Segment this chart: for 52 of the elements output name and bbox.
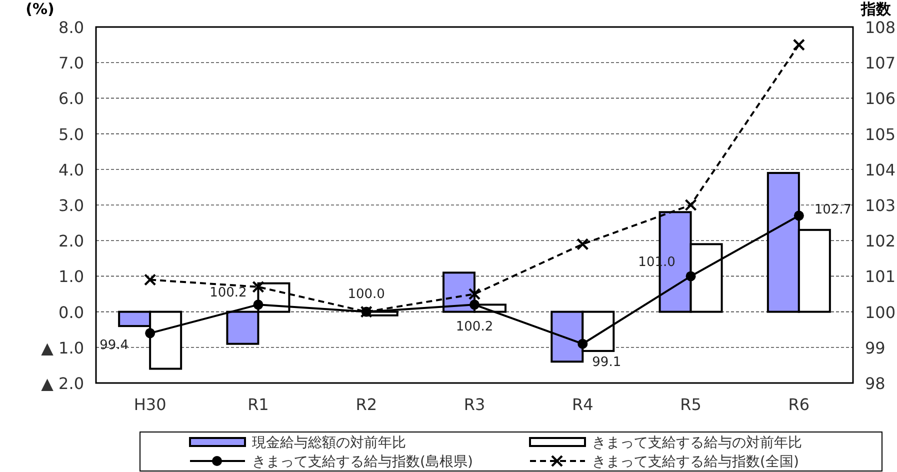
x-tick-label: R4 [572, 395, 594, 414]
y2-tick-label: 104 [865, 160, 896, 180]
data-label: 100.2 [456, 320, 494, 335]
x-tick-label: R5 [680, 395, 702, 414]
y-tick-label: ▲ 2.0 [41, 374, 84, 393]
y2-tick-label: 108 [865, 18, 896, 37]
y2-tick-label: 102 [865, 232, 896, 251]
point [684, 198, 697, 212]
point [576, 238, 589, 250]
x-tick-label: R3 [464, 395, 486, 414]
y-tick-label: ▲ 1.0 [41, 338, 84, 358]
y2-tick-label: 98 [865, 374, 886, 393]
y-tick-label: 6.0 [58, 89, 84, 108]
data-label: 99.1 [592, 354, 622, 370]
y-tick-label: 8.0 [58, 18, 84, 37]
point [792, 38, 806, 51]
x-tick-label: R1 [248, 395, 269, 414]
y2-axis-title: 指数 [860, 0, 892, 18]
point [578, 338, 588, 349]
y2-tick-label: 105 [865, 124, 896, 144]
x-tick-label: H30 [134, 395, 166, 414]
y-tick-label: 0.0 [58, 302, 84, 322]
point [470, 300, 480, 310]
legend-label: きまって支給する給与指数(全国) [592, 454, 799, 470]
y-tick-label: 2.0 [58, 232, 84, 251]
y-tick-label: 4.0 [58, 160, 84, 180]
data-label: 100.2 [210, 286, 247, 301]
point [253, 300, 264, 310]
point [145, 328, 156, 338]
point [794, 210, 804, 221]
y-tick-label: 5.0 [58, 124, 84, 144]
point [468, 288, 481, 300]
y-tick-label: 7.0 [58, 54, 84, 73]
y-tick-label: 3.0 [58, 196, 84, 215]
y2-tick-label: 107 [865, 54, 896, 73]
y2-tick-label: 99 [865, 338, 886, 358]
y2-tick-label: 101 [865, 267, 896, 286]
legend-label: きまって支給する給与の対前年比 [592, 435, 802, 451]
y-tick-label: 1.0 [58, 267, 84, 286]
y2-tick-label: 106 [865, 89, 896, 108]
legend-label: きまって支給する給与指数(島根県) [252, 454, 473, 470]
point [252, 280, 264, 293]
x-tick-label: R6 [788, 395, 810, 414]
y-axis-title: (%) [26, 0, 54, 18]
point [686, 271, 696, 282]
y2-tick-label: 103 [865, 196, 896, 215]
legend-label: 現金給与総額の対前年比 [252, 435, 406, 451]
data-label: 102.7 [814, 202, 852, 218]
data-label: 100.0 [348, 286, 385, 302]
x-tick-label: R2 [356, 395, 378, 414]
y2-tick-label: 100 [865, 302, 896, 322]
point [144, 274, 156, 286]
